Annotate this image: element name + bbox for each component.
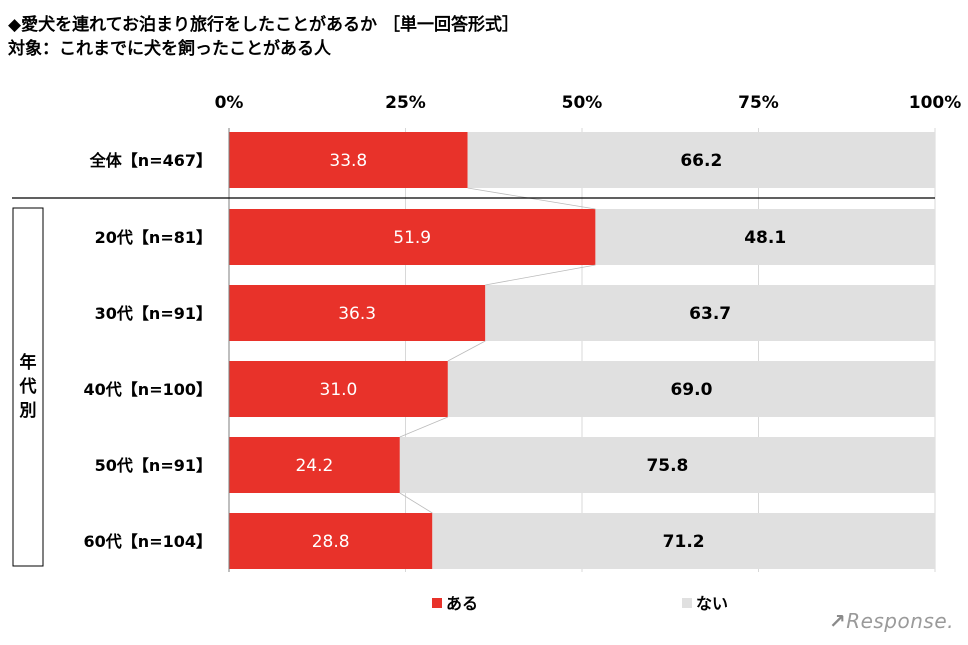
data-label: 33.8 bbox=[329, 151, 367, 171]
group-label-char: 年 bbox=[20, 352, 37, 373]
watermark-text: Response. bbox=[846, 609, 954, 633]
legend-label: ある bbox=[446, 594, 478, 613]
x-tick-label: 50% bbox=[562, 93, 603, 113]
bar-segment bbox=[447, 361, 935, 417]
group-label-char: 代 bbox=[19, 376, 37, 397]
series-connector-line bbox=[399, 416, 449, 438]
data-label: 51.9 bbox=[393, 228, 431, 248]
bar-segment bbox=[229, 209, 596, 265]
category-label: 50代【n=91】 bbox=[95, 456, 212, 475]
bar-segment bbox=[485, 285, 935, 341]
bar-segment bbox=[229, 513, 433, 569]
bar-segment bbox=[229, 132, 468, 188]
bar-segment bbox=[229, 361, 448, 417]
group-bracket bbox=[12, 207, 44, 567]
category-label: 60代【n=104】 bbox=[84, 532, 212, 551]
category-label: 全体【n=467】 bbox=[89, 151, 212, 170]
series-connector-line bbox=[447, 340, 486, 362]
response-logo-icon: ↗ bbox=[828, 609, 847, 633]
data-label: 63.7 bbox=[689, 304, 731, 324]
bar-segment bbox=[229, 437, 400, 493]
group-label-char: 別 bbox=[19, 401, 37, 421]
bar-segment bbox=[229, 285, 486, 341]
category-label: 40代【n=100】 bbox=[84, 380, 212, 399]
x-tick-label: 25% bbox=[385, 93, 426, 113]
data-label: 66.2 bbox=[680, 151, 722, 171]
data-label: 71.2 bbox=[663, 532, 705, 552]
data-label: 36.3 bbox=[338, 304, 376, 324]
series-connector-line bbox=[485, 264, 596, 286]
bar-segment bbox=[467, 132, 935, 188]
category-label: 20代【n=81】 bbox=[95, 228, 212, 247]
legend-label: ない bbox=[696, 594, 728, 613]
legend-swatch bbox=[432, 598, 442, 608]
x-tick-label: 100% bbox=[909, 93, 962, 113]
x-tick-label: 0% bbox=[215, 93, 244, 113]
data-label: 48.1 bbox=[744, 228, 786, 248]
bar-segment bbox=[595, 209, 935, 265]
legend-swatch bbox=[682, 598, 692, 608]
chart-subtitle: 対象：これまでに犬を飼ったことがある人 bbox=[8, 39, 331, 59]
x-tick-label: 75% bbox=[738, 93, 779, 113]
data-label: 28.8 bbox=[312, 532, 350, 552]
category-label: 30代【n=91】 bbox=[95, 304, 212, 323]
watermark: ↗Response. bbox=[829, 609, 954, 633]
bar-segment bbox=[432, 513, 935, 569]
data-label: 69.0 bbox=[670, 380, 712, 400]
data-label: 24.2 bbox=[295, 456, 333, 476]
data-label: 75.8 bbox=[646, 456, 688, 476]
bar-segment bbox=[399, 437, 935, 493]
series-connector-line bbox=[399, 492, 433, 514]
data-label: 31.0 bbox=[320, 380, 358, 400]
chart-title: ◆愛犬を連れてお泊まり旅行をしたことがあるか ［単一回答形式］ bbox=[8, 15, 519, 35]
